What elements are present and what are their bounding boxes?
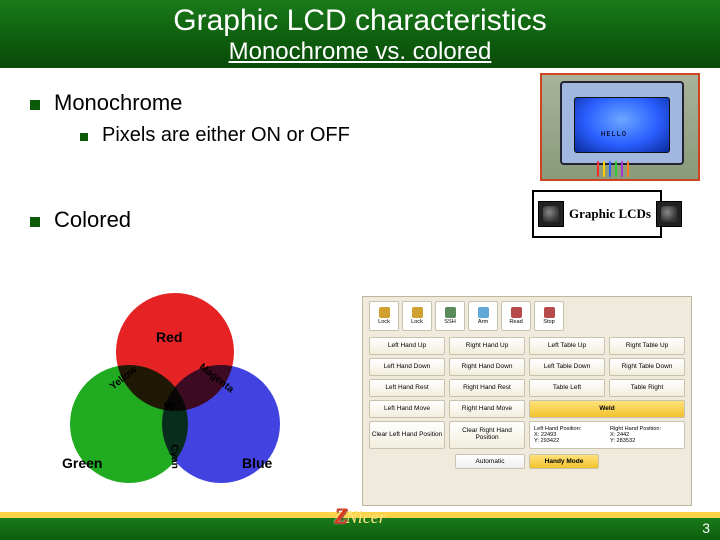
toolbar-button[interactable]: Lock: [369, 301, 399, 331]
lcd-wires: [597, 161, 657, 177]
rgb-venn-diagram: Red Green Blue Yellow Magenta Cyan W: [60, 293, 290, 503]
lcd-text: HELLO: [601, 130, 627, 138]
control-panel: LockLockSSHArmReadStop Left Hand UpRight…: [362, 296, 692, 506]
readout-right: Right Hand Position:X: 2442Y: 283532: [610, 424, 680, 446]
panel-button[interactable]: Table Right: [609, 379, 685, 397]
wire: [597, 161, 599, 177]
bullet-text: Monochrome: [54, 90, 182, 116]
panel-toolbar: Lock Lock SSH Arm Read Stop: [369, 301, 685, 331]
panel-grid: Left Hand UpRight Hand UpLeft Table UpRi…: [369, 337, 685, 469]
mode-handy[interactable]: Handy Mode: [529, 454, 599, 469]
panel-button[interactable]: Right Table Up: [609, 337, 685, 355]
content-area: Monochrome Pixels are either ON or OFF C…: [0, 68, 720, 498]
panel-button[interactable]: Left Table Down: [529, 358, 605, 376]
panel-button[interactable]: Right Table Down: [609, 358, 685, 376]
panel-button[interactable]: Left Hand Move: [369, 400, 445, 418]
toolbar-icon: [412, 307, 423, 318]
venn-label-cyan: Cyan: [168, 444, 180, 469]
toolbar-icon: [511, 307, 522, 318]
panel-button[interactable]: Right Hand Up: [449, 337, 525, 355]
venn-label-green: Green: [62, 455, 102, 471]
graphic-lcds-banner: Graphic LCDs: [532, 190, 662, 238]
mode-row: Automatic Handy Mode: [369, 454, 685, 469]
wire: [609, 161, 611, 177]
panel-button[interactable]: Table Left: [529, 379, 605, 397]
toolbar-button[interactable]: Arm: [468, 301, 498, 331]
venn-label-blue: Blue: [242, 455, 272, 471]
bullet-text: Pixels are either ON or OFF: [102, 124, 350, 147]
toolbar-button[interactable]: Lock: [402, 301, 432, 331]
toolbar-button[interactable]: Read: [501, 301, 531, 331]
panel-button[interactable]: Left Table Up: [529, 337, 605, 355]
toolbar-icon: [478, 307, 489, 318]
bullet-icon: [80, 133, 88, 141]
bullet-icon: [30, 217, 40, 227]
panel-button[interactable]: Right Hand Move: [449, 400, 525, 418]
toolbar-button[interactable]: Stop: [534, 301, 564, 331]
wire: [603, 161, 605, 177]
lcd-board: HELLO: [560, 81, 684, 165]
toolbar-label: Arm: [478, 320, 488, 326]
wire: [627, 161, 629, 177]
page-number: 3: [702, 520, 710, 536]
logo-text: Nicer: [346, 507, 386, 528]
panel-button[interactable]: Left Hand Rest: [369, 379, 445, 397]
wire: [621, 161, 623, 177]
readout-left: Left Hand Position:X: 22493Y: 293422: [534, 424, 604, 446]
panel-button[interactable]: Right Hand Rest: [449, 379, 525, 397]
footer-logo: Z Nicer: [334, 503, 385, 529]
lcd-thumb-icon: [538, 201, 564, 227]
toolbar-label: Stop: [543, 320, 555, 326]
toolbar-icon: [544, 307, 555, 318]
toolbar-button[interactable]: SSH: [435, 301, 465, 331]
panel-button[interactable]: Left Hand Up: [369, 337, 445, 355]
lcd-thumb-icon: [656, 201, 682, 227]
panel-button[interactable]: Right Hand Down: [449, 358, 525, 376]
bullet-icon: [30, 100, 40, 110]
toolbar-label: SSH: [444, 320, 456, 326]
panel-button[interactable]: Left Hand Down: [369, 358, 445, 376]
toolbar-icon: [379, 307, 390, 318]
bullet-text: Colored: [54, 207, 131, 233]
banner-text: Graphic LCDs: [569, 206, 651, 222]
venn-label-red: Red: [156, 329, 182, 345]
toolbar-icon: [445, 307, 456, 318]
toolbar-label: Read: [509, 320, 522, 326]
toolbar-label: Lock: [378, 320, 390, 326]
weld-button[interactable]: Weld: [529, 400, 685, 418]
toolbar-label: Lock: [411, 320, 423, 326]
clear-right-button[interactable]: Clear Right Hand Position: [449, 421, 525, 449]
monochrome-lcd-image: HELLO: [540, 73, 700, 181]
lcd-screen: HELLO: [574, 97, 670, 153]
readout-y: Y: 283532: [610, 438, 680, 444]
readout-y: Y: 293422: [534, 438, 604, 444]
clear-left-button[interactable]: Clear Left Hand Position: [369, 421, 445, 449]
position-readout: Left Hand Position:X: 22493Y: 293422 Righ…: [529, 421, 685, 449]
slide-title: Graphic LCD characteristics: [0, 4, 720, 38]
footer-bar: Z Nicer 3: [0, 512, 720, 540]
title-bar: Graphic LCD characteristics Monochrome v…: [0, 0, 720, 68]
venn-label-white: W: [164, 401, 174, 413]
mode-automatic[interactable]: Automatic: [455, 454, 525, 469]
wire: [615, 161, 617, 177]
slide-subtitle: Monochrome vs. colored: [0, 38, 720, 66]
